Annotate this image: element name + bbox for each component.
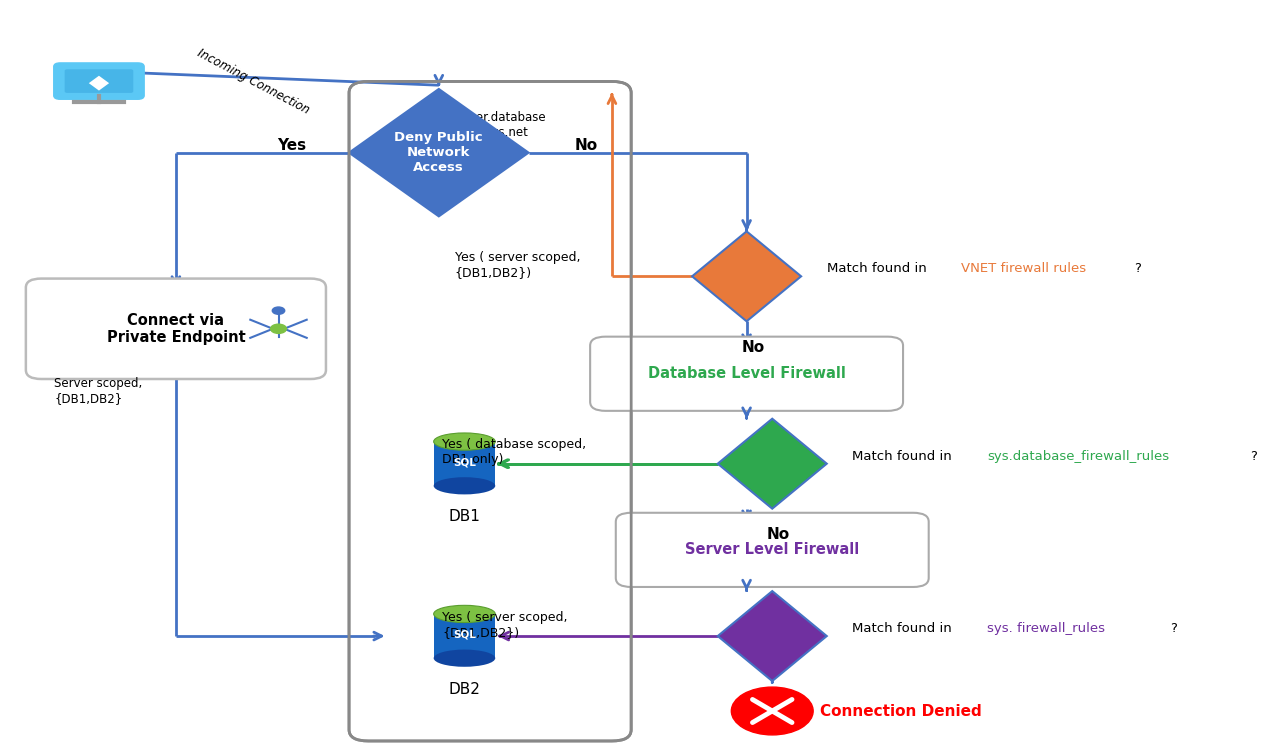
Ellipse shape [434, 606, 496, 623]
Text: Connection Denied: Connection Denied [820, 704, 981, 719]
Text: Yes ( server scoped,
{DB1,DB2}): Yes ( server scoped, {DB1,DB2}) [455, 251, 581, 279]
Text: ?: ? [1249, 450, 1257, 463]
Text: Server scoped,
{DB1,DB2}: Server scoped, {DB1,DB2} [54, 378, 143, 405]
Text: SQL: SQL [453, 458, 475, 467]
Polygon shape [717, 419, 827, 509]
Text: ?: ? [1135, 262, 1141, 276]
FancyBboxPatch shape [434, 614, 496, 658]
Text: ?: ? [1171, 622, 1177, 635]
Text: No: No [768, 528, 791, 542]
Text: No: No [574, 137, 598, 153]
FancyBboxPatch shape [616, 513, 929, 587]
Text: No: No [768, 695, 791, 710]
Text: Database Level Firewall: Database Level Firewall [648, 366, 845, 381]
Text: DB1: DB1 [448, 510, 480, 525]
Text: sys. firewall_rules: sys. firewall_rules [987, 622, 1105, 635]
Text: Match found in: Match found in [853, 622, 957, 635]
Text: Deny Public
Network
Access: Deny Public Network Access [394, 131, 483, 174]
Text: DB2: DB2 [448, 682, 480, 697]
Text: Incoming Connection: Incoming Connection [194, 46, 312, 116]
Polygon shape [349, 89, 528, 217]
Text: Yes ( database scoped,
DB1 only): Yes ( database scoped, DB1 only) [442, 439, 586, 467]
Polygon shape [89, 76, 109, 91]
Ellipse shape [434, 477, 496, 495]
Text: VNET firewall rules: VNET firewall rules [961, 262, 1087, 276]
Text: Connect via
Private Endpoint: Connect via Private Endpoint [107, 313, 245, 345]
FancyBboxPatch shape [64, 69, 133, 93]
Circle shape [732, 687, 813, 735]
Text: Match found in: Match found in [827, 262, 931, 276]
Text: Server Level Firewall: Server Level Firewall [685, 542, 859, 557]
Text: myserver.database
.windows.net: myserver.database .windows.net [433, 112, 547, 140]
Polygon shape [717, 591, 827, 681]
Ellipse shape [434, 649, 496, 667]
FancyBboxPatch shape [349, 82, 631, 741]
Text: Yes ( server scoped,
{DB1,DB2}): Yes ( server scoped, {DB1,DB2}) [442, 611, 568, 639]
Text: Match found in: Match found in [853, 450, 957, 463]
Text: sys.database_firewall_rules: sys.database_firewall_rules [987, 450, 1170, 463]
Polygon shape [692, 231, 801, 322]
FancyBboxPatch shape [434, 442, 496, 485]
FancyBboxPatch shape [590, 337, 903, 411]
Circle shape [272, 307, 285, 314]
Circle shape [270, 324, 286, 334]
Ellipse shape [434, 433, 496, 450]
FancyBboxPatch shape [54, 63, 144, 99]
Text: Yes: Yes [277, 137, 305, 153]
FancyBboxPatch shape [26, 279, 326, 379]
Text: No: No [742, 340, 765, 355]
Text: SQL: SQL [453, 630, 475, 639]
